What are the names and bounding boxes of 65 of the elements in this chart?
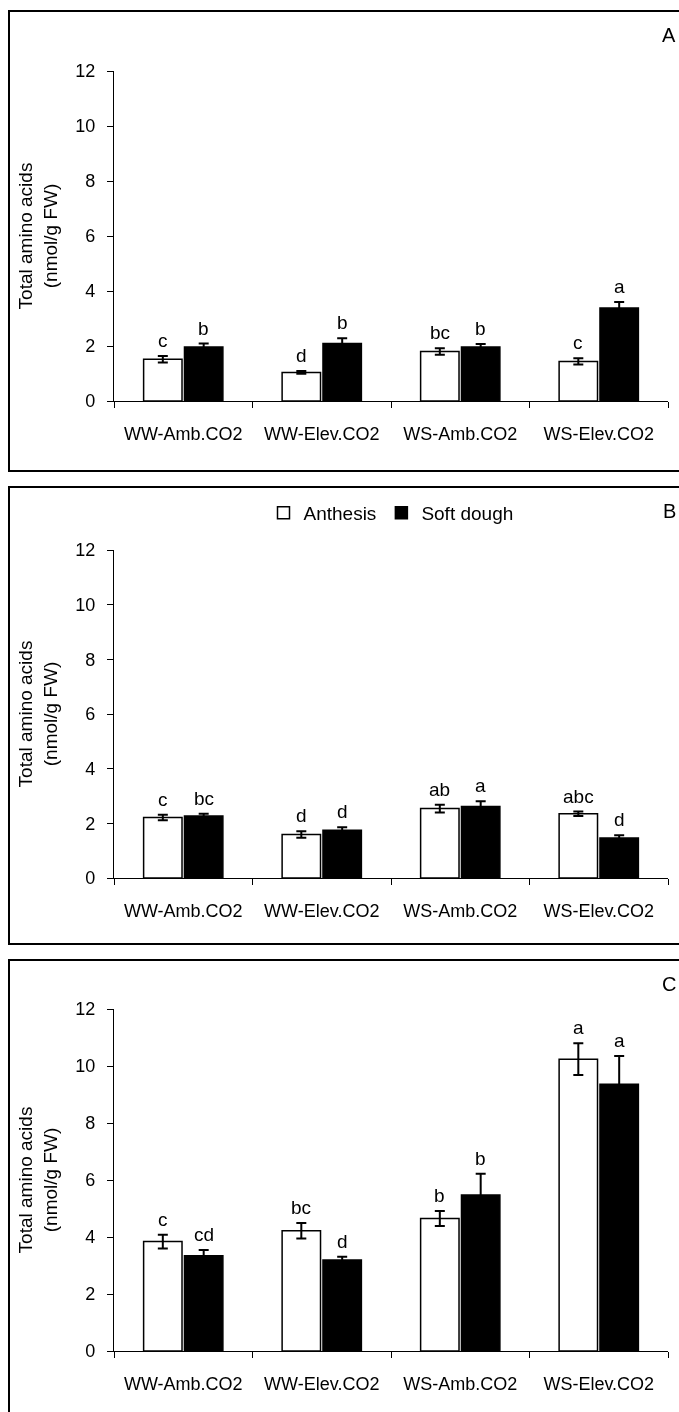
data-label: c (158, 1209, 168, 1230)
data-label: a (614, 1030, 625, 1051)
x-tick-label: WW-Elev.CO2 (264, 1373, 380, 1394)
y-tick-label: 4 (85, 281, 96, 302)
y-tick-label: 6 (85, 226, 96, 247)
x-tick-label: WS-Amb.CO2 (403, 423, 518, 444)
y-tick-label: 4 (85, 758, 96, 779)
y-tick-label: 6 (85, 704, 96, 725)
legend-label: Soft dough (421, 503, 514, 525)
data-label: b (434, 1185, 445, 1206)
x-tick-label: WW-Amb.CO2 (123, 423, 243, 444)
data-label: a (614, 276, 625, 297)
legend-label: Anthesis (303, 503, 377, 525)
y-axis-title: Total amino acids (nmol/g FW) (15, 640, 62, 788)
data-label: b (337, 312, 348, 333)
x-tick-label: WS-Elev.CO2 (543, 1373, 655, 1394)
y-tick-label: 0 (85, 868, 96, 889)
x-tick-label: WS-Amb.CO2 (403, 900, 518, 921)
x-tick-label: WW-Elev.CO2 (264, 900, 380, 921)
data-label: cd (194, 1224, 215, 1245)
data-label: d (296, 805, 307, 826)
y-axis-title: Total amino acids (nmol/g FW) (15, 1106, 62, 1254)
data-label: d (337, 801, 348, 822)
data-label: d (296, 345, 307, 366)
chart-title: A (662, 24, 676, 46)
y-tick-label: 12 (75, 61, 96, 82)
data-label: abc (563, 786, 594, 807)
data-label: b (198, 318, 209, 339)
data-label: c (158, 789, 168, 810)
y-tick-label: 2 (85, 336, 96, 357)
y-tick-label: 6 (85, 1170, 96, 1191)
y-tick-label: 10 (75, 116, 96, 137)
x-tick-label: WW-Amb.CO2 (123, 1373, 243, 1394)
y-tick-label: 12 (75, 999, 96, 1020)
data-label: b (475, 1148, 486, 1169)
y-tick-label: 2 (85, 1284, 96, 1305)
y-tick-label: 10 (75, 594, 96, 615)
data-label: d (337, 1231, 348, 1252)
x-tick-label: WS-Elev.CO2 (543, 423, 655, 444)
data-label: a (573, 1017, 584, 1038)
y-tick-label: 8 (85, 1113, 96, 1134)
data-label: bc (291, 1197, 312, 1218)
data-label: bc (430, 322, 451, 343)
data-label: b (475, 318, 486, 339)
y-tick-label: 8 (85, 171, 96, 192)
data-label: bc (194, 788, 215, 809)
x-tick-label: WS-Amb.CO2 (403, 1373, 518, 1394)
data-label: ab (429, 779, 451, 800)
data-label: d (614, 809, 625, 830)
y-tick-label: 0 (85, 1341, 96, 1362)
data-label: a (475, 775, 486, 796)
y-tick-label: 2 (85, 813, 96, 834)
chart-title: B (663, 500, 677, 522)
y-tick-label: 4 (85, 1227, 96, 1248)
x-tick-label: WW-Amb.CO2 (123, 900, 243, 921)
x-tick-label: WS-Elev.CO2 (543, 900, 655, 921)
chart-title: C (662, 973, 677, 995)
data-label: c (573, 332, 583, 353)
y-axis-title: Total amino acids (nmol/g FW) (15, 162, 62, 310)
y-tick-label: 12 (75, 540, 96, 561)
x-tick-label: WW-Elev.CO2 (264, 423, 380, 444)
y-tick-label: 10 (75, 1056, 96, 1077)
data-label: c (158, 330, 168, 351)
y-tick-label: 0 (85, 391, 96, 412)
y-tick-label: 8 (85, 649, 96, 670)
